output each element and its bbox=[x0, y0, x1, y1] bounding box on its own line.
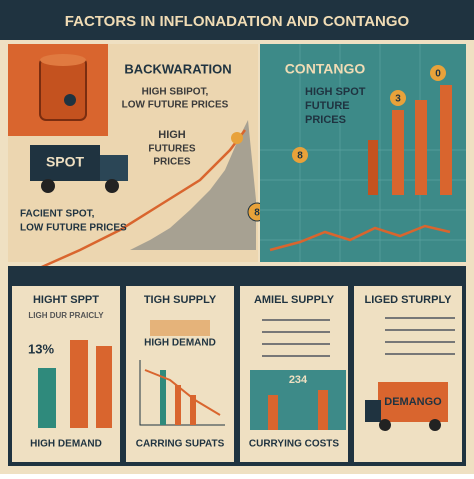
panel-subtitle: HIGH DEMAND bbox=[144, 338, 216, 349]
contango-panel: CONTANGO HIGH SPOT FUTURE PRICES 3 8 0 bbox=[260, 44, 466, 262]
curve-label: PRICES bbox=[153, 157, 191, 168]
panel-caption: CURRYING COSTS bbox=[249, 439, 340, 450]
contango-subtitle: HIGH SPOT bbox=[305, 86, 366, 98]
contango-subtitle: FUTURE bbox=[305, 100, 350, 112]
title-bar bbox=[0, 0, 474, 40]
panel-figure: DEMANGO bbox=[384, 396, 442, 408]
coin-label: 0 bbox=[435, 69, 441, 80]
panel-caption: HIGH DEMAND bbox=[30, 439, 102, 450]
panel-title: AMIEL SUPPLY bbox=[254, 294, 335, 306]
panel-figure: 13% bbox=[28, 341, 54, 356]
backwardation-subtitle: LOW FUTURE PRICES bbox=[122, 100, 229, 111]
curve-label: FUTURES bbox=[148, 144, 196, 155]
panel-title: HIGHT SPPT bbox=[33, 294, 99, 306]
curve-label: HIGH bbox=[158, 129, 186, 141]
backwardation-title: BACKWARATION bbox=[124, 61, 231, 76]
contango-subtitle: PRICES bbox=[305, 114, 346, 126]
panel-subtitle: LIGH DUR PRAICLY bbox=[28, 311, 104, 320]
bottom-row: HIGHT SPPT LIGH DUR PRAICLY 13% HIGH DEM… bbox=[8, 266, 466, 466]
truck-label: SPOT bbox=[46, 154, 85, 170]
bottom-label: LOW FUTURE PRICES bbox=[20, 223, 127, 234]
coin-label: 8 bbox=[254, 208, 260, 219]
panel-figure: 234 bbox=[289, 374, 308, 386]
title: FACTORS IN INFLONADATION AND CONTANGO bbox=[65, 13, 410, 30]
panel-caption: CARRING SUPATS bbox=[136, 439, 225, 450]
coin-label: 8 bbox=[297, 151, 303, 162]
contango-title: CONTANGO bbox=[285, 61, 366, 77]
bottom-label: FACIENT SPOT, bbox=[20, 209, 95, 220]
panel-title: TIGH SUPPLY bbox=[144, 294, 217, 306]
backwardation-subtitle: HIGH SBIPOT, bbox=[142, 87, 209, 98]
backwardation-panel: BACKWARATION HIGH SBIPOT, LOW FUTURE PRI… bbox=[8, 44, 267, 272]
panel-title: LIGED STURPLY bbox=[365, 294, 453, 306]
coin-label: 3 bbox=[395, 94, 401, 105]
